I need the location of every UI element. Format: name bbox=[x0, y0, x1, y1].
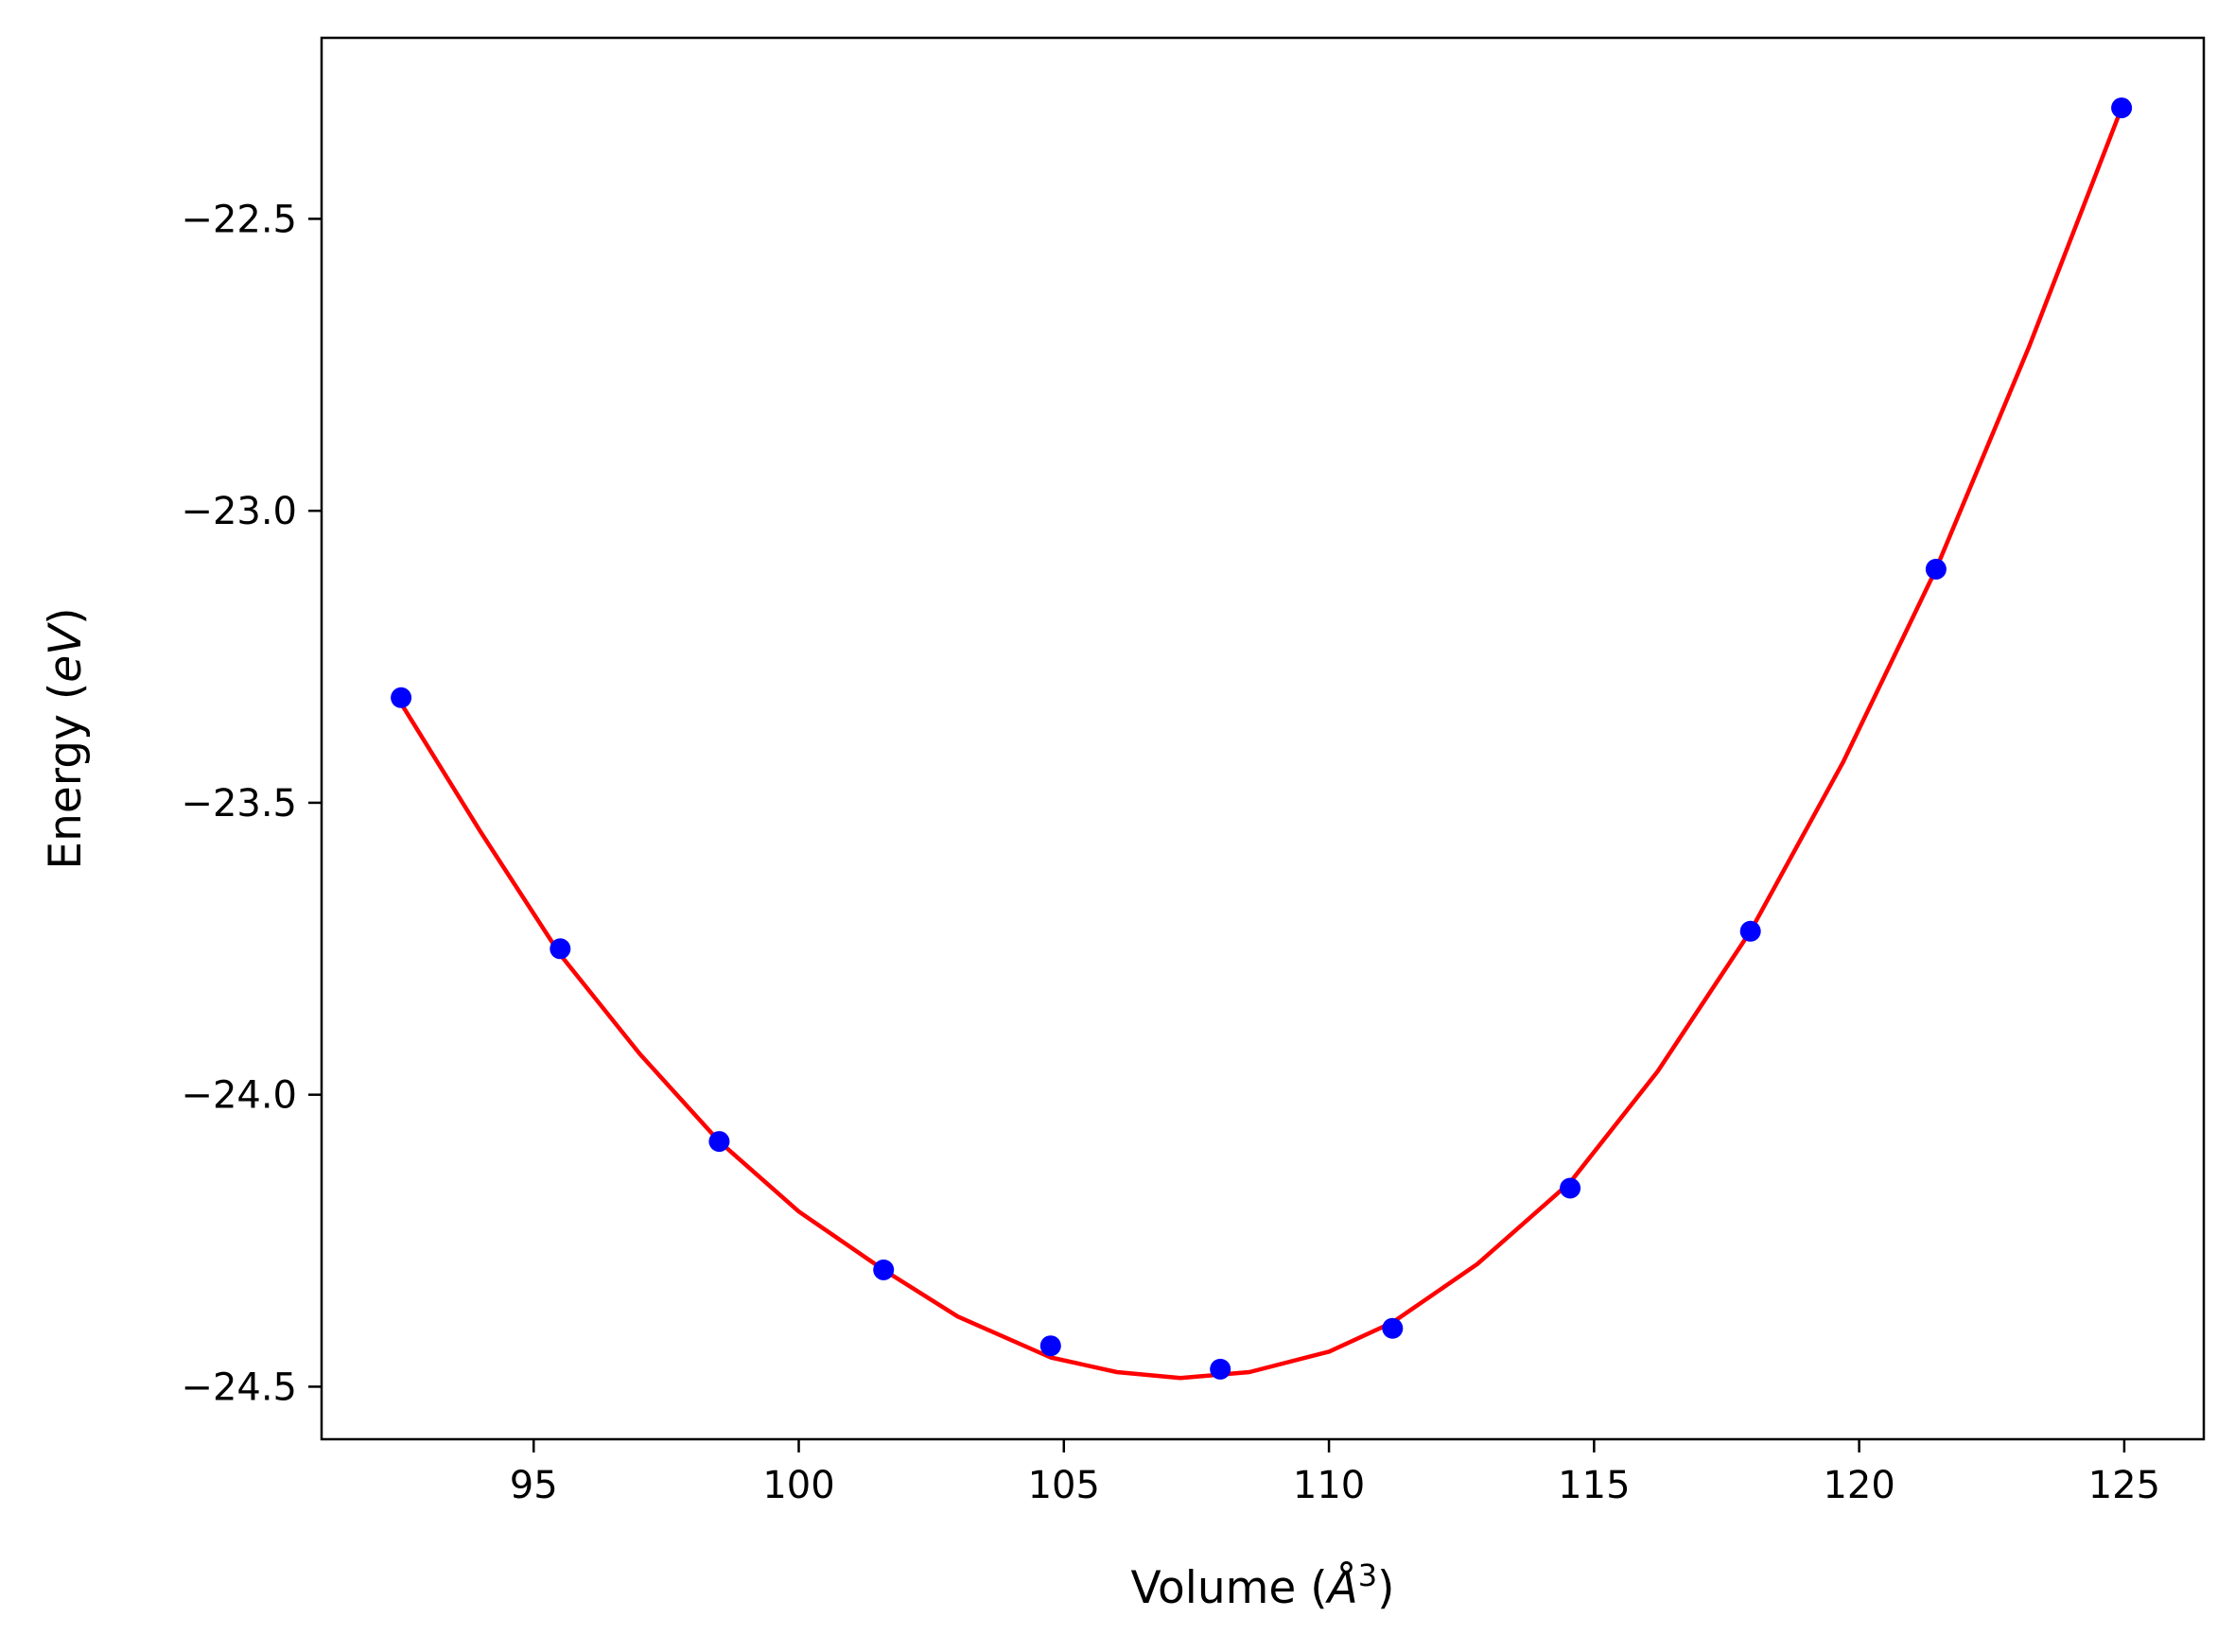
x-tick-label: 110 bbox=[1293, 1464, 1365, 1507]
x-axis-label: Volume (Å3) bbox=[1131, 1557, 1395, 1614]
x-tick-label: 120 bbox=[1823, 1464, 1895, 1507]
data-point bbox=[391, 687, 412, 708]
x-tick-label: 95 bbox=[510, 1464, 558, 1507]
x-tick-label: 100 bbox=[762, 1464, 834, 1507]
y-axis-ticks: −24.5 −24.0 −23.5 −23.0 −22.5 bbox=[181, 198, 322, 1409]
x-tick-label: 115 bbox=[1558, 1464, 1630, 1507]
plot-area bbox=[322, 38, 2204, 1439]
data-point bbox=[873, 1259, 895, 1280]
x-axis-ticks: 95 100 105 110 115 120 125 bbox=[510, 1439, 2160, 1507]
x-tick-label: 105 bbox=[1028, 1464, 1100, 1507]
y-tick-label: −24.0 bbox=[181, 1074, 297, 1118]
data-point bbox=[708, 1131, 730, 1153]
y-tick-label: −23.5 bbox=[181, 782, 297, 826]
data-point bbox=[1039, 1335, 1061, 1357]
x-tick-label: 125 bbox=[2088, 1464, 2160, 1507]
data-point bbox=[2111, 97, 2133, 119]
y-tick-label: −24.5 bbox=[181, 1365, 297, 1409]
data-point bbox=[1382, 1317, 1404, 1339]
data-point bbox=[1560, 1177, 1581, 1199]
plot-frame bbox=[320, 36, 2206, 1441]
data-point bbox=[1925, 558, 1947, 580]
data-points-layer bbox=[391, 97, 2133, 1380]
y-tick-label: −22.5 bbox=[181, 198, 297, 241]
data-point bbox=[550, 938, 571, 960]
y-tick-label: −23.0 bbox=[181, 490, 297, 533]
data-point bbox=[1739, 920, 1761, 942]
y-axis-label: Energy (eV) bbox=[40, 607, 92, 869]
data-point bbox=[1210, 1358, 1231, 1380]
